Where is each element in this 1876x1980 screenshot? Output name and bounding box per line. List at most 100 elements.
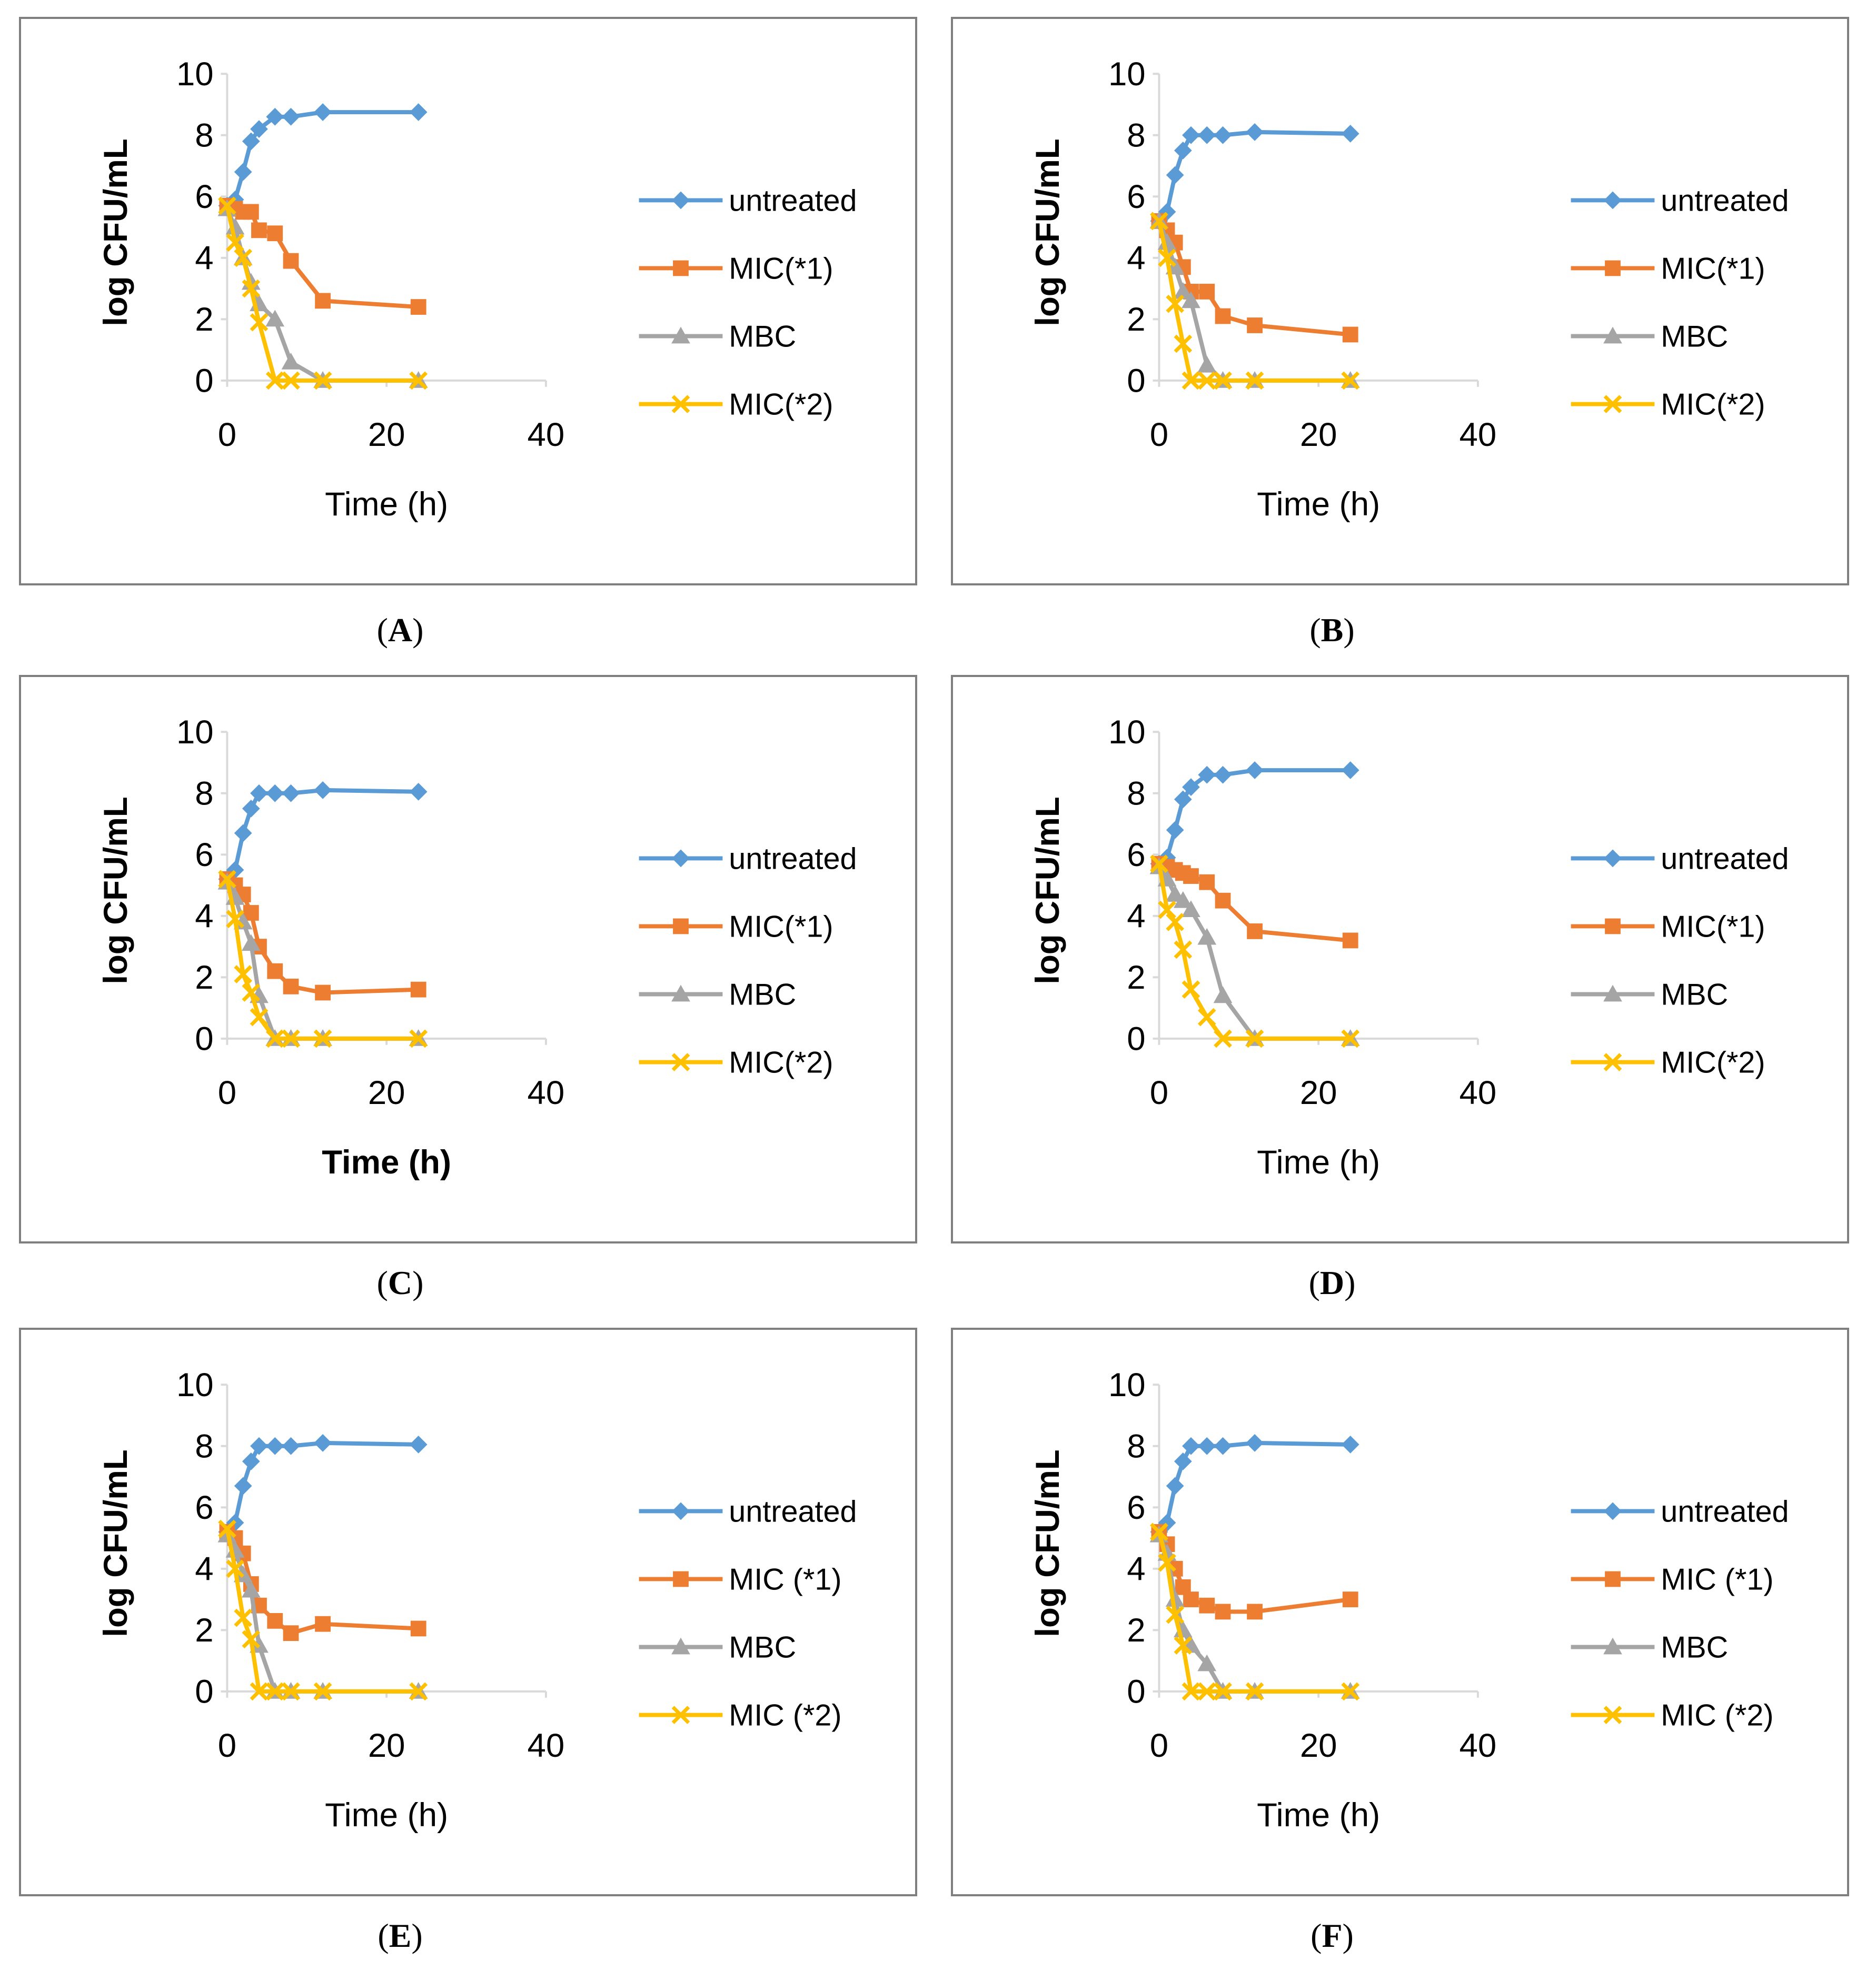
data-point [1182,371,1200,390]
y-tick-label: 10 [176,713,214,751]
chart-panel-a: 0 2 4 6 8 10 0 20 40 Time (h) log CFU/mL untreated M… [19,17,917,585]
panel-caption: (B) [1227,611,1437,650]
data-point [315,293,331,309]
y-axis-title: log CFU/mL [1029,1449,1066,1637]
legend-marker [673,260,689,276]
data-point [234,824,252,842]
data-point [226,910,244,928]
data-point [1174,1636,1193,1655]
data-point [266,107,284,126]
y-tick-label: 0 [195,1020,213,1058]
legend-marker [672,191,690,210]
data-point [1150,854,1168,873]
series-untreated [218,781,428,888]
data-point [1173,891,1193,908]
data-point [282,107,300,126]
caption-paren-open: ( [378,1917,389,1954]
legend-item: MBC [1571,320,1728,353]
data-point [282,371,300,390]
legend-label: MBC [1661,978,1728,1011]
data-point [1214,1437,1232,1455]
legend-label: untreated [729,184,857,217]
caption-letter: E [389,1917,412,1954]
legend-marker [673,918,689,934]
legend-marker [1605,918,1621,934]
legend-label: MIC (*2) [1661,1698,1773,1732]
y-tick-label: 4 [1127,240,1145,277]
legend-item: MIC(*2) [639,1046,833,1079]
data-point [226,1559,244,1578]
data-point [1198,1437,1216,1455]
data-point [1158,248,1176,267]
legend-item: MIC(*1) [639,252,833,285]
data-point [1342,1591,1358,1607]
legend-marker [1603,984,1622,1002]
legend-item: MIC (*2) [1571,1698,1774,1732]
data-point [250,313,269,332]
data-point [266,1437,284,1455]
data-point [1174,940,1193,959]
data-point [409,371,428,390]
data-point [1166,1477,1184,1495]
legend-item: MIC(*1) [1571,252,1765,285]
x-tick-label: 40 [1460,416,1497,453]
y-tick-label: 8 [1127,775,1145,812]
y-tick-label: 6 [1127,1489,1145,1526]
series-line [225,1440,419,1534]
data-point [267,225,283,242]
legend-marker [1604,849,1622,868]
chart-panel-e: 0 2 4 6 8 10 0 20 40 Time (h) log CFU/mL untreated M… [19,1328,917,1896]
y-axis-title: log CFU/mL [1029,138,1066,326]
y-tick-label: 0 [1127,362,1145,400]
data-point [242,279,261,298]
legend-item: untreated [639,1495,857,1528]
data-point [1173,282,1193,299]
legend-item: MIC(*1) [639,910,833,943]
data-point [1214,765,1232,784]
legend-label: MIC(*2) [729,1046,833,1079]
data-point [1214,371,1232,390]
x-tick-label: 0 [218,416,236,453]
data-point [234,248,253,267]
y-tick-label: 6 [1127,836,1145,873]
caption-paren-open: ( [1309,611,1321,649]
data-point [1158,1553,1176,1572]
y-tick-label: 8 [1127,1428,1145,1465]
data-point [1174,790,1192,809]
data-point [267,1613,283,1629]
legend-marker [1603,1053,1622,1071]
series-line [225,788,419,881]
data-point [315,1616,331,1632]
series-untreated [218,1434,428,1541]
series-line [1157,130,1351,223]
x-tick-label: 20 [368,1727,405,1764]
data-point [1182,778,1200,796]
x-tick-label: 0 [1150,416,1168,453]
series-mic1 [1151,213,1358,343]
data-point [250,120,268,138]
data-point [315,984,331,1001]
data-point [1214,126,1232,144]
data-point [265,310,285,327]
panel-caption: (C) [295,1263,505,1302]
data-point [1166,913,1185,931]
legend-marker [1605,260,1621,276]
caption-paren-close: ) [1343,611,1355,649]
y-tick-label: 6 [1127,178,1145,215]
data-point [1199,874,1215,890]
legend-label: MBC [729,1630,796,1664]
legend-item: MBC [1571,1630,1728,1664]
series-mic2 [218,1519,428,1701]
data-point [1198,126,1216,144]
caption-letter: A [388,611,413,649]
data-point [1182,980,1200,999]
data-point [1215,1604,1231,1620]
x-axis-title: Time (h) [325,1796,448,1834]
y-tick-label: 0 [1127,1020,1145,1058]
series-mic2 [1150,854,1360,1048]
legend-item: MIC (*1) [639,1563,842,1596]
y-tick-label: 8 [195,775,213,812]
series-line [1157,1440,1351,1534]
legend-label: MIC(*1) [729,910,833,943]
data-point [283,978,299,994]
